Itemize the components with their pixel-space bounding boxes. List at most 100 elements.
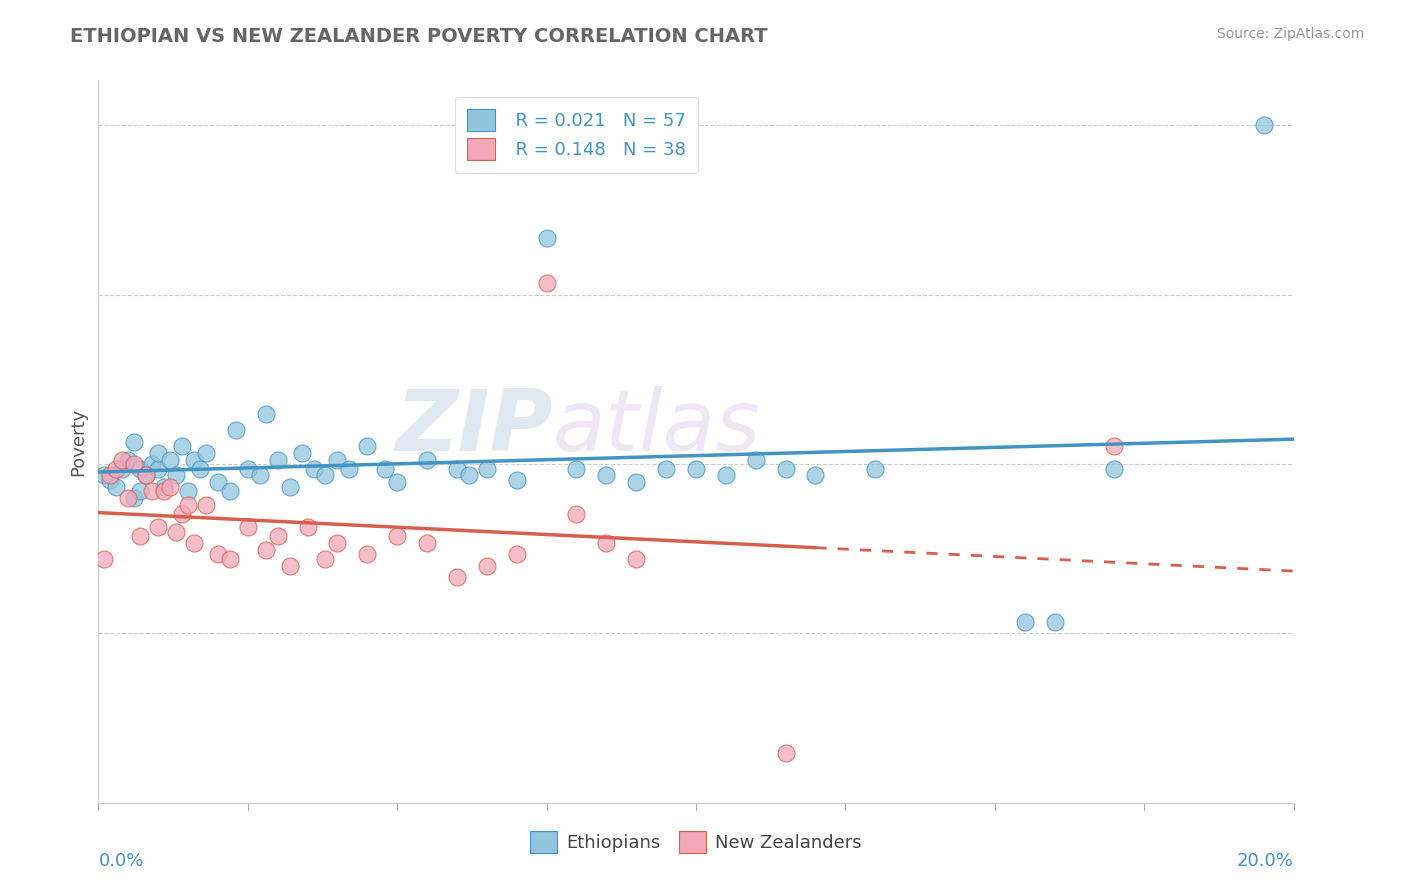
Point: [225, 423, 247, 437]
Text: 0.0%: 0.0%: [98, 853, 143, 871]
Point: [536, 231, 558, 245]
Point: [626, 552, 648, 566]
Text: ETHIOPIAN VS NEW ZEALANDER POVERTY CORRELATION CHART: ETHIOPIAN VS NEW ZEALANDER POVERTY CORRE…: [70, 27, 768, 45]
Point: [254, 408, 277, 422]
Point: [98, 468, 122, 483]
Point: [302, 461, 325, 475]
Point: [356, 548, 378, 562]
Point: [135, 468, 157, 483]
Point: [93, 468, 115, 483]
Point: [129, 461, 152, 475]
Point: [117, 452, 139, 467]
Point: [565, 507, 588, 521]
Point: [159, 452, 181, 467]
Point: [339, 461, 361, 475]
Point: [172, 507, 194, 521]
Text: 20.0%: 20.0%: [1237, 853, 1294, 871]
Point: [326, 536, 349, 550]
Point: [278, 558, 301, 573]
Point: [1253, 119, 1275, 133]
Point: [207, 548, 229, 562]
Point: [183, 452, 205, 467]
Point: [278, 480, 301, 494]
Point: [159, 480, 181, 494]
Point: [385, 529, 409, 543]
Point: [236, 520, 259, 534]
Point: [326, 452, 349, 467]
Point: [475, 461, 498, 475]
Point: [865, 461, 887, 475]
Point: [1104, 461, 1126, 475]
Point: [385, 475, 409, 490]
Point: [416, 536, 439, 550]
Text: Source: ZipAtlas.com: Source: ZipAtlas.com: [1216, 27, 1364, 41]
Point: [124, 434, 146, 449]
Point: [165, 468, 187, 483]
Point: [105, 480, 128, 494]
Point: [195, 498, 218, 512]
Point: [506, 473, 529, 487]
Point: [98, 473, 122, 487]
Point: [315, 552, 337, 566]
Point: [254, 542, 277, 557]
Point: [188, 461, 211, 475]
Point: [475, 558, 498, 573]
Point: [165, 524, 187, 539]
Point: [177, 484, 200, 499]
Point: [111, 452, 134, 467]
Point: [195, 446, 218, 460]
Point: [141, 457, 163, 471]
Point: [374, 461, 396, 475]
Point: [249, 468, 271, 483]
Point: [129, 484, 152, 499]
Point: [685, 461, 707, 475]
Point: [416, 452, 439, 467]
Point: [207, 475, 229, 490]
Point: [714, 468, 737, 483]
Y-axis label: Poverty: Poverty: [69, 408, 87, 475]
Point: [595, 536, 617, 550]
Point: [105, 461, 128, 475]
Point: [124, 491, 146, 505]
Point: [446, 461, 468, 475]
Point: [111, 461, 134, 475]
Point: [804, 468, 827, 483]
Point: [236, 461, 259, 475]
Text: atlas: atlas: [553, 385, 761, 468]
Point: [506, 548, 529, 562]
Text: ZIP: ZIP: [395, 385, 553, 468]
Point: [267, 452, 290, 467]
Point: [219, 484, 242, 499]
Point: [129, 529, 152, 543]
Point: [172, 439, 194, 453]
Point: [775, 746, 797, 760]
Point: [458, 468, 481, 483]
Point: [315, 468, 337, 483]
Point: [565, 461, 588, 475]
Point: [148, 446, 170, 460]
Point: [93, 552, 115, 566]
Point: [1043, 615, 1066, 630]
Point: [177, 498, 200, 512]
Point: [1014, 615, 1036, 630]
Point: [291, 446, 314, 460]
Point: [536, 277, 558, 291]
Point: [153, 484, 176, 499]
Point: [446, 570, 468, 584]
Point: [655, 461, 678, 475]
Point: [595, 468, 617, 483]
Point: [148, 461, 170, 475]
Point: [356, 439, 378, 453]
Point: [141, 484, 163, 499]
Point: [745, 452, 768, 467]
Legend: Ethiopians, New Zealanders: Ethiopians, New Zealanders: [517, 819, 875, 866]
Point: [117, 491, 139, 505]
Point: [1104, 439, 1126, 453]
Point: [297, 520, 319, 534]
Point: [148, 520, 170, 534]
Point: [124, 457, 146, 471]
Point: [135, 468, 157, 483]
Point: [267, 529, 290, 543]
Point: [626, 475, 648, 490]
Point: [153, 480, 176, 494]
